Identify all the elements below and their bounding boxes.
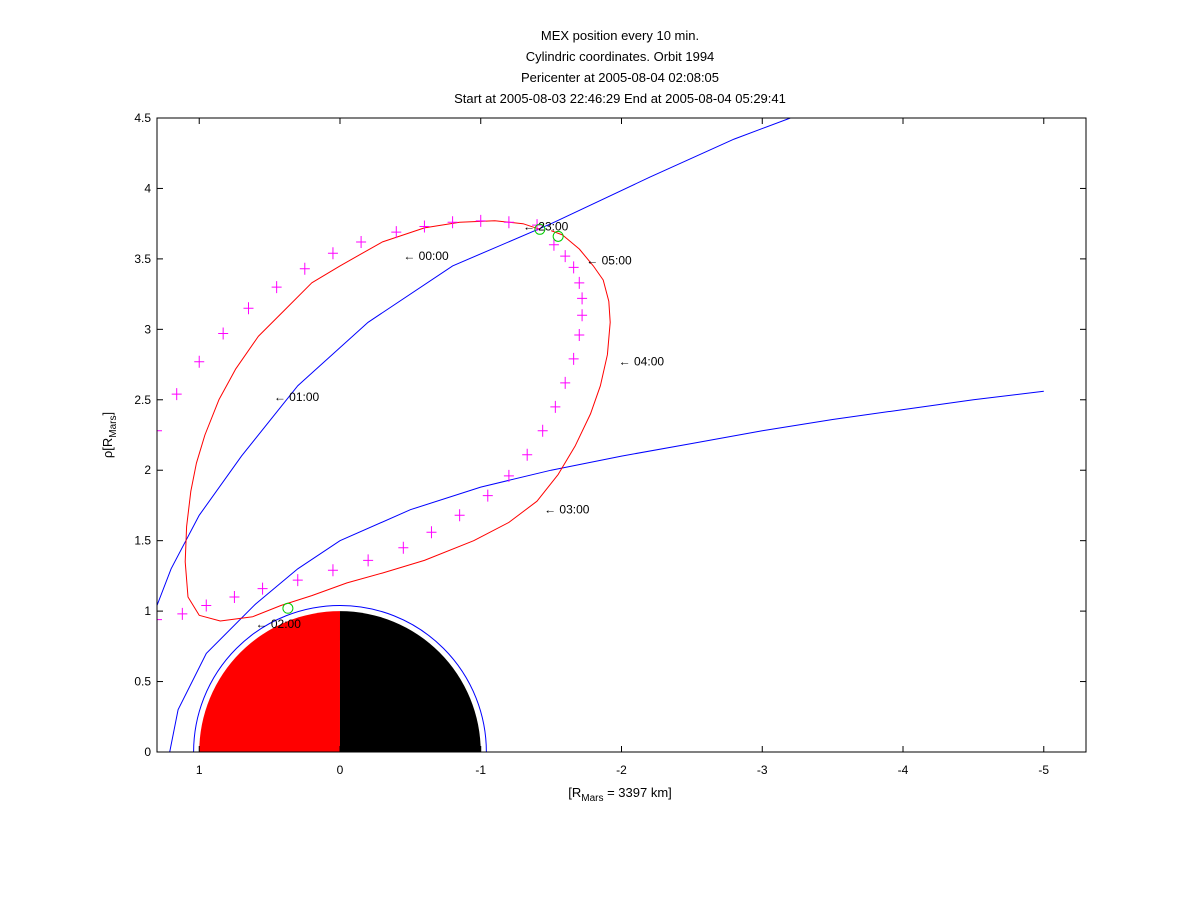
orbit-marker — [419, 220, 430, 233]
y-tick-label: 0.5 — [134, 675, 151, 689]
orbit-marker — [157, 613, 162, 626]
y-tick-label: 2 — [144, 463, 151, 477]
plot-area — [125, 118, 1044, 752]
orbit-marker — [503, 216, 514, 229]
orbit-marker — [398, 541, 409, 554]
orbit-marker — [271, 281, 282, 294]
orbit-marker — [454, 509, 465, 522]
orbit-marker — [327, 247, 338, 260]
y-axis-label-pre: ρ[R — [100, 438, 115, 458]
title-line-1: MEX position every 10 min. — [541, 28, 699, 43]
orbit-marker — [201, 599, 212, 612]
mars-outline — [193, 604, 487, 752]
orbit-marker — [356, 235, 367, 248]
time-label: ← 05:00 — [586, 253, 632, 267]
orbit-marker — [537, 424, 548, 437]
orbit-marker — [257, 582, 268, 595]
x-axis-label-post: = 3397 km] — [603, 785, 671, 800]
orbit-marker — [218, 327, 229, 340]
boundary-crossing — [534, 223, 546, 235]
orbit-marker — [327, 564, 338, 577]
orbit-path — [184, 220, 611, 622]
time-label: ← 00:00 — [403, 249, 449, 263]
mars-nightside — [339, 611, 481, 752]
x-tick-label: 0 — [337, 763, 344, 777]
x-tick-label: -5 — [1038, 763, 1049, 777]
time-label: ← 23:00 — [523, 219, 569, 233]
y-axis-label-post: ] — [100, 412, 115, 416]
time-label: ← 03:00 — [544, 503, 590, 517]
orbit-marker — [522, 448, 533, 461]
boundary-curve-2 — [169, 390, 1044, 752]
y-tick-label: 4 — [144, 181, 151, 195]
orbit-marker — [560, 376, 571, 389]
orbit-marker — [548, 238, 559, 251]
orbit-marker — [503, 469, 514, 482]
orbit-marker — [426, 526, 437, 539]
title-line-4: Start at 2005-08-03 22:46:29 End at 2005… — [454, 91, 786, 106]
orbit-marker — [243, 302, 254, 315]
title-line-3: Pericenter at 2005-08-04 02:08:05 — [521, 70, 719, 85]
y-axis-label-sub: Mars — [108, 415, 119, 437]
x-tick-label: -3 — [757, 763, 768, 777]
boundary-curve-1 — [157, 118, 791, 606]
orbit-marker — [550, 400, 561, 413]
y-tick-label: 3 — [144, 322, 151, 336]
orbit-marker — [132, 601, 142, 613]
orbit-marker — [177, 607, 188, 620]
orbit-marker — [299, 262, 310, 275]
x-axis-label: [RMars = 3397 km] — [568, 785, 672, 804]
x-tick-label: -2 — [616, 763, 627, 777]
y-tick-label: 1.5 — [134, 534, 151, 548]
title-line-2: Cylindric coordinates. Orbit 1994 — [526, 49, 715, 64]
orbit-marker — [157, 424, 162, 437]
orbit-marker — [482, 489, 493, 502]
orbit-marker — [560, 250, 571, 263]
orbit-marker — [574, 328, 585, 341]
orbit-marker — [292, 574, 303, 587]
time-label: ← 01:00 — [274, 390, 320, 404]
y-tick-label: 4.5 — [134, 111, 151, 125]
orbit-marker — [128, 512, 138, 524]
orbit-marker — [447, 216, 458, 229]
y-tick-label: 0 — [144, 745, 151, 759]
orbit-marker — [229, 591, 240, 604]
chart-title: MEX position every 10 min. Cylindric coo… — [454, 28, 786, 106]
orbit-marker — [574, 276, 585, 289]
y-tick-label: 1 — [144, 604, 151, 618]
x-tick-label: -1 — [475, 763, 486, 777]
y-tick-label: 3.5 — [134, 252, 151, 266]
time-label: ← 04:00 — [619, 355, 665, 369]
orbit-marker — [171, 388, 182, 401]
orbit-marker — [125, 560, 135, 572]
x-axis-label-pre: [R — [568, 785, 581, 800]
orbit-marker — [577, 292, 588, 305]
orbit-marker — [568, 261, 579, 274]
orbit-marker — [194, 355, 205, 368]
orbit-marker — [391, 226, 402, 239]
y-tick-label: 2.5 — [134, 393, 151, 407]
orbit-marker — [568, 352, 579, 365]
boundary-crossing — [552, 230, 564, 242]
x-tick-label: 1 — [196, 763, 203, 777]
orbit-marker — [363, 554, 374, 567]
y-axis-label: ρ[RMars] — [100, 412, 119, 458]
orbit-marker — [577, 309, 588, 322]
time-label: ← 02:00 — [256, 617, 302, 631]
axis-ticks: 1 0 -1 -2 -3 -4 -5 0 0.5 1 1.5 2 2.5 3 3.5 4 4.5 — [134, 111, 1086, 777]
mars-dayside — [199, 611, 340, 752]
boundary-crossing — [282, 602, 294, 614]
time-annotations: ← 23:00 ← 00:00 ← 05:00 ← 04:00 ← 01:00 ← 03:… — [256, 219, 665, 630]
x-tick-label: -4 — [898, 763, 909, 777]
orbit-marker — [475, 214, 486, 227]
x-axis-label-sub: Mars — [581, 793, 603, 804]
